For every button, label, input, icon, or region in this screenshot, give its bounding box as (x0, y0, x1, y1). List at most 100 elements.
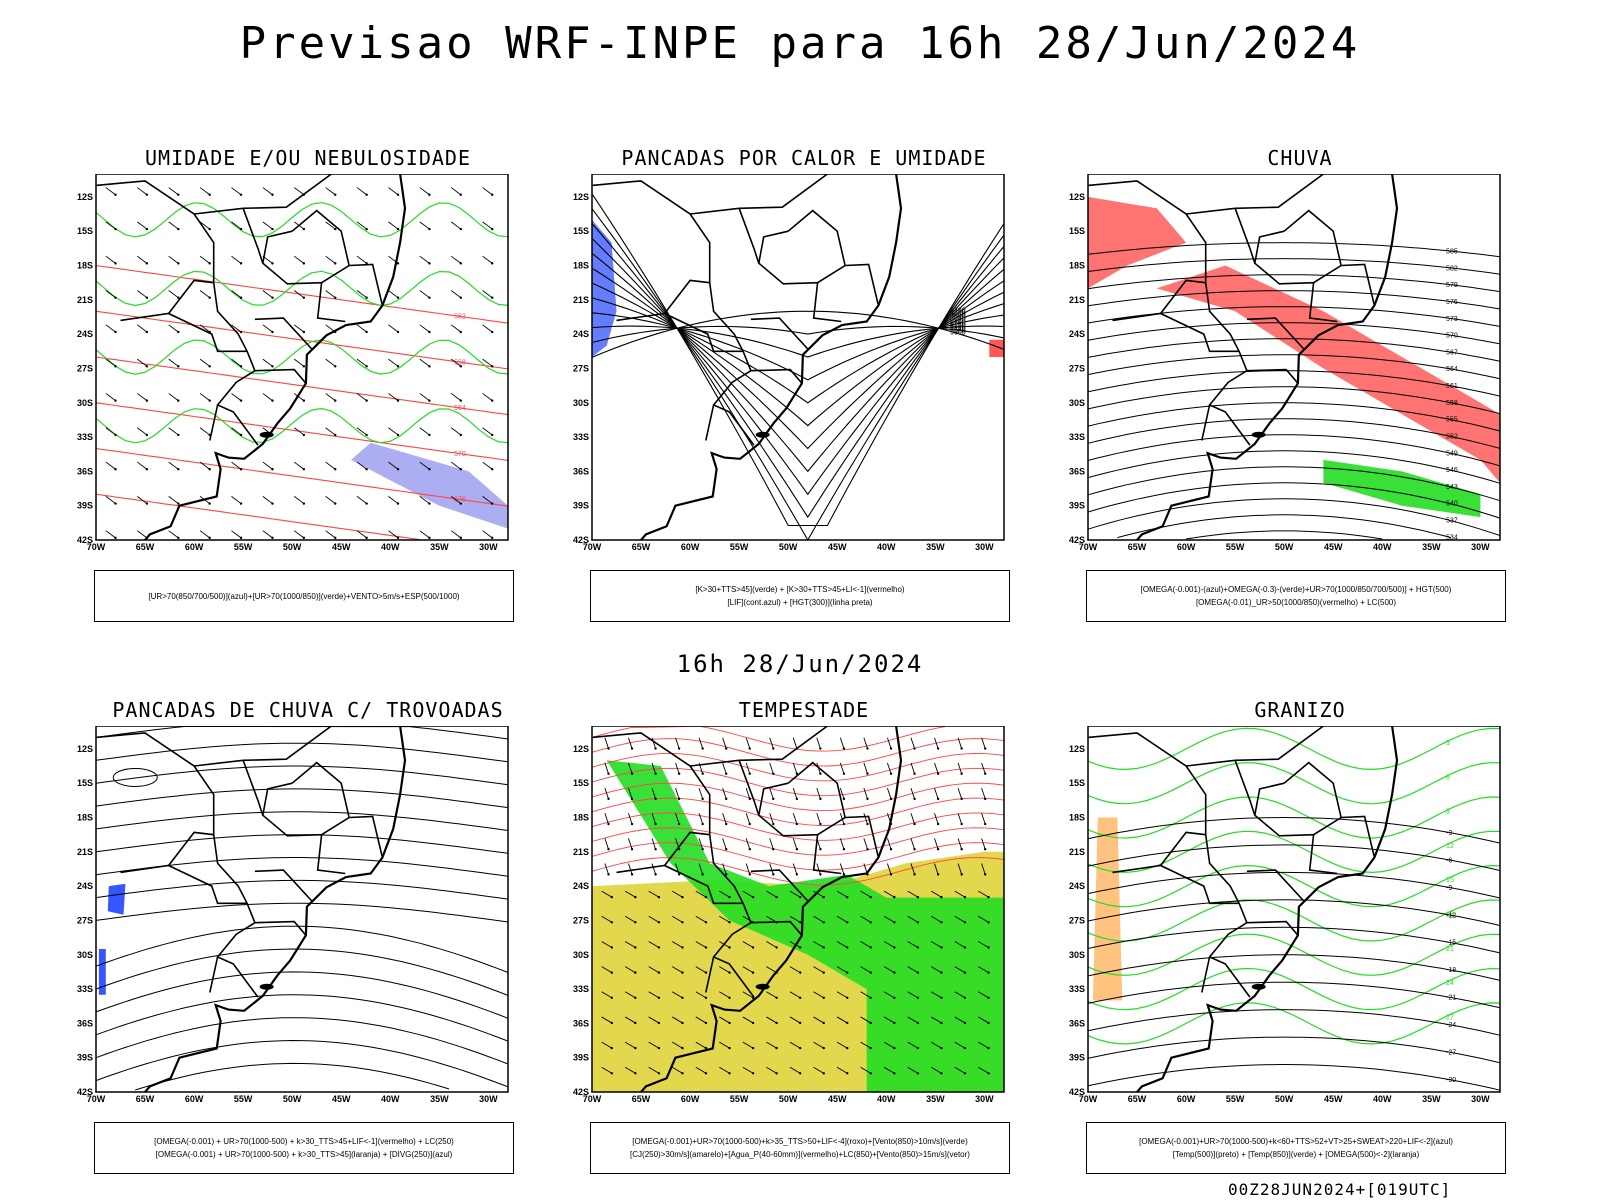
wind-arrow-head (239, 193, 243, 196)
wind-arrow (695, 1041, 707, 1049)
wind-arrow-head (177, 330, 180, 334)
wind-arrow-head (334, 227, 337, 231)
lat-tick-label: 27S (1069, 363, 1085, 373)
wind-arrow (957, 838, 963, 850)
contour-label: 8720 (950, 307, 966, 314)
wind-arrow-head (795, 873, 799, 876)
wind-arrow (719, 1041, 730, 1049)
wind-arrow (813, 890, 824, 898)
wind-arrow (766, 991, 777, 999)
wind-arrow (672, 890, 683, 898)
wind-arrow-head (681, 996, 684, 999)
wind-arrow (722, 838, 727, 850)
wind-arrow-head (239, 365, 243, 368)
wind-arrow-head (846, 1072, 849, 1075)
contour-line (1117, 514, 1452, 539)
lat-tick-label: 12S (573, 192, 589, 202)
wind-arrow-head (936, 873, 940, 876)
wind-arrow (836, 890, 848, 898)
wind-arrow-head (491, 227, 494, 231)
wind-arrow-head (271, 468, 274, 471)
wind-arrow-head (428, 433, 431, 437)
wind-arrow-head (334, 536, 337, 540)
wind-arrow (698, 813, 704, 825)
wind-arrow (719, 966, 730, 974)
contour-line (1087, 1063, 1501, 1091)
contour-line (1087, 830, 1501, 874)
wind-arrow-head (728, 946, 731, 949)
wind-arrow (231, 461, 242, 470)
wind-arrow (482, 221, 493, 230)
state-border (1246, 869, 1305, 902)
wind-arrow (137, 255, 148, 264)
wind-arrow-head (842, 772, 846, 775)
wind-arrow-head (728, 996, 731, 999)
wind-arrow-head (889, 747, 893, 750)
wind-arrow (450, 427, 462, 436)
state-border (1341, 815, 1376, 858)
wind-arrow-head (681, 921, 684, 924)
wind-arrow (907, 966, 919, 974)
wind-arrow (199, 358, 210, 367)
lat-tick-label: 30S (1069, 398, 1085, 408)
wind-arrow (742, 966, 754, 974)
wind-arrow (482, 255, 493, 264)
wind-arrow (168, 290, 179, 299)
lat-tick-label: 33S (573, 432, 589, 442)
panel-title: PANCADAS DE CHUVA C/ TROVOADAS (112, 698, 504, 722)
wind-arrow (981, 838, 986, 850)
lon-tick-label: 70W (1079, 1094, 1098, 1104)
wind-arrow (789, 915, 801, 923)
wind-arrow-head (963, 996, 967, 999)
contour-line (591, 325, 1005, 358)
state-border (812, 834, 842, 875)
wind-arrow (766, 1041, 777, 1049)
contour-line (1186, 530, 1383, 540)
state-border (167, 279, 214, 314)
contour-line (95, 493, 420, 541)
wind-arrow (450, 358, 462, 367)
wind-arrow-head (725, 848, 728, 851)
wind-arrow (742, 1016, 754, 1024)
contour-line (95, 788, 509, 809)
wind-arrow-head (798, 921, 802, 924)
state-border (242, 760, 264, 816)
wind-arrow (293, 427, 305, 436)
wind-arrow (954, 966, 966, 974)
contour-line (95, 994, 509, 1042)
wind-arrow (168, 187, 179, 196)
contour-line (1087, 1036, 1501, 1064)
wind-arrow (231, 427, 242, 436)
wind-arrow (168, 496, 179, 504)
state-border (1201, 404, 1211, 441)
wind-arrow-head (491, 468, 494, 471)
wind-arrow-head (987, 1046, 990, 1050)
contour-label: 570 (454, 451, 466, 458)
lon-tick-label: 35W (1422, 542, 1441, 552)
contour-label: -21 (1446, 995, 1456, 1002)
legend-line: [OMEGA(-0.001)-(azul)+OMEGA(-0.3)-(verde… (1140, 585, 1452, 594)
contour-line (95, 811, 509, 831)
wind-arrow (957, 737, 963, 749)
wind-arrow-head (677, 822, 681, 826)
wind-arrow-head (842, 848, 846, 851)
wind-arrow-head (987, 971, 990, 974)
wind-arrow-head (866, 747, 869, 750)
wind-arrow (672, 915, 683, 923)
wind-arrow-head (239, 536, 243, 540)
wind-arrow (137, 221, 148, 230)
lat-tick-label: 30S (573, 950, 589, 960)
lon-tick-label: 50W (283, 542, 302, 552)
lon-tick-label: 45W (332, 542, 351, 552)
wind-arrow (325, 255, 336, 264)
wind-arrow (199, 427, 210, 436)
contour-label: 15 (1446, 877, 1454, 884)
state-border (750, 317, 809, 350)
state-border (95, 180, 259, 446)
wind-arrow-head (869, 996, 872, 999)
map-tempestade: 70W 65W 60W 55W 50W 45W 40W 35W 30W 12S 15S 18S 21S 2… (573, 726, 1005, 1104)
wind-arrow-head (607, 772, 610, 775)
wind-arrow-head (396, 536, 400, 540)
wind-arrow (601, 915, 613, 923)
wind-arrow (722, 787, 727, 800)
